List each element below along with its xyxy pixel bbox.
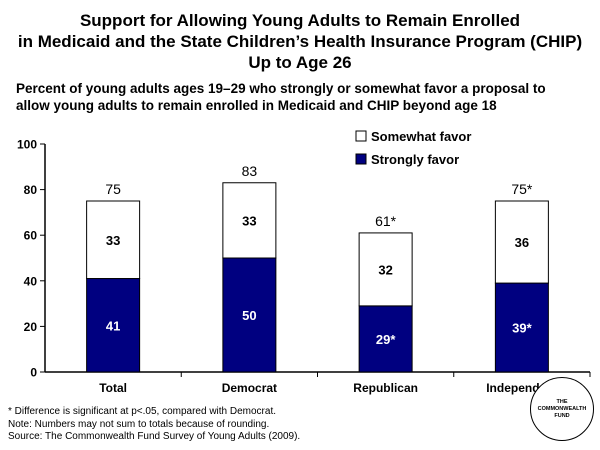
chart-subtitle-line-1: Percent of young adults ages 19–29 who s… [16, 81, 546, 96]
y-tick-label: 60 [24, 229, 38, 243]
bar-label-somewhat-favor: 36 [515, 235, 529, 250]
bar-strongly-favor [494, 282, 549, 373]
bar-label-strongly-favor: 50 [242, 308, 256, 323]
chart-subtitle: Percent of young adults ages 19–29 who s… [16, 80, 591, 114]
chart-subtitle-line-2: allow young adults to remain enrolled in… [16, 98, 497, 113]
bar-label-somewhat-favor: 33 [106, 233, 120, 248]
bar-label-strongly-favor: 41 [106, 318, 120, 333]
footnote-rounding: Note: Numbers may not sum to totals beca… [8, 418, 270, 430]
bar-label-somewhat-favor: 32 [378, 262, 392, 277]
y-tick-label: 20 [24, 320, 38, 334]
bar-strongly-favor [222, 257, 277, 373]
x-category-label: Total [99, 381, 127, 395]
footnote-significance: * Difference is significant at p<.05, co… [8, 406, 276, 417]
bar-somewhat-favor [358, 232, 413, 307]
legend-label-strongly-favor: Strongly favor [371, 152, 459, 167]
bar-total-label: 75* [511, 181, 533, 197]
bar-label-strongly-favor: 39* [512, 321, 532, 336]
bar-total-label: 61* [375, 213, 397, 229]
chart-title-line-2: in Medicaid and the State Children’s Hea… [17, 32, 583, 51]
logo-line-1: THE [556, 398, 568, 405]
bar-total-label: 83 [242, 163, 258, 179]
y-tick-label: 80 [24, 183, 38, 197]
legend-label-somewhat-favor: Somewhat favor [371, 129, 471, 144]
bar-somewhat-favor [494, 200, 549, 284]
y-tick-label: 40 [24, 274, 38, 288]
bar-strongly-favor [358, 305, 413, 373]
x-category-label: Democrat [222, 381, 277, 395]
bar-somewhat-favor [222, 182, 277, 259]
y-tick-label: 0 [30, 366, 37, 380]
bar-somewhat-favor [86, 200, 141, 280]
legend-swatch-somewhat-favor [355, 130, 367, 142]
chart-title-line-1: Support for Allowing Young Adults to Rem… [79, 11, 521, 30]
logo-line-3: FUND [554, 412, 570, 419]
bar-label-somewhat-favor: 33 [242, 213, 256, 228]
footnote-source: Source: The Commonwealth Fund Survey of … [8, 431, 301, 442]
bar-total-label: 75 [105, 181, 121, 197]
logo-line-2: COMMONWEALTH [537, 405, 587, 412]
chart-title-line-3: Up to Age 26 [248, 53, 352, 72]
legend-swatch-strongly-favor [355, 153, 367, 165]
footnotes: * Difference is significant at p<.05, co… [8, 406, 300, 444]
commonwealth-fund-logo: THE COMMONWEALTH FUND [530, 377, 594, 441]
bar-strongly-favor [86, 278, 141, 373]
x-category-label: Republican [353, 381, 418, 395]
chart-title: Support for Allowing Young Adults to Rem… [0, 10, 600, 73]
y-tick-label: 100 [17, 138, 37, 152]
bar-label-strongly-favor: 29* [376, 332, 396, 347]
